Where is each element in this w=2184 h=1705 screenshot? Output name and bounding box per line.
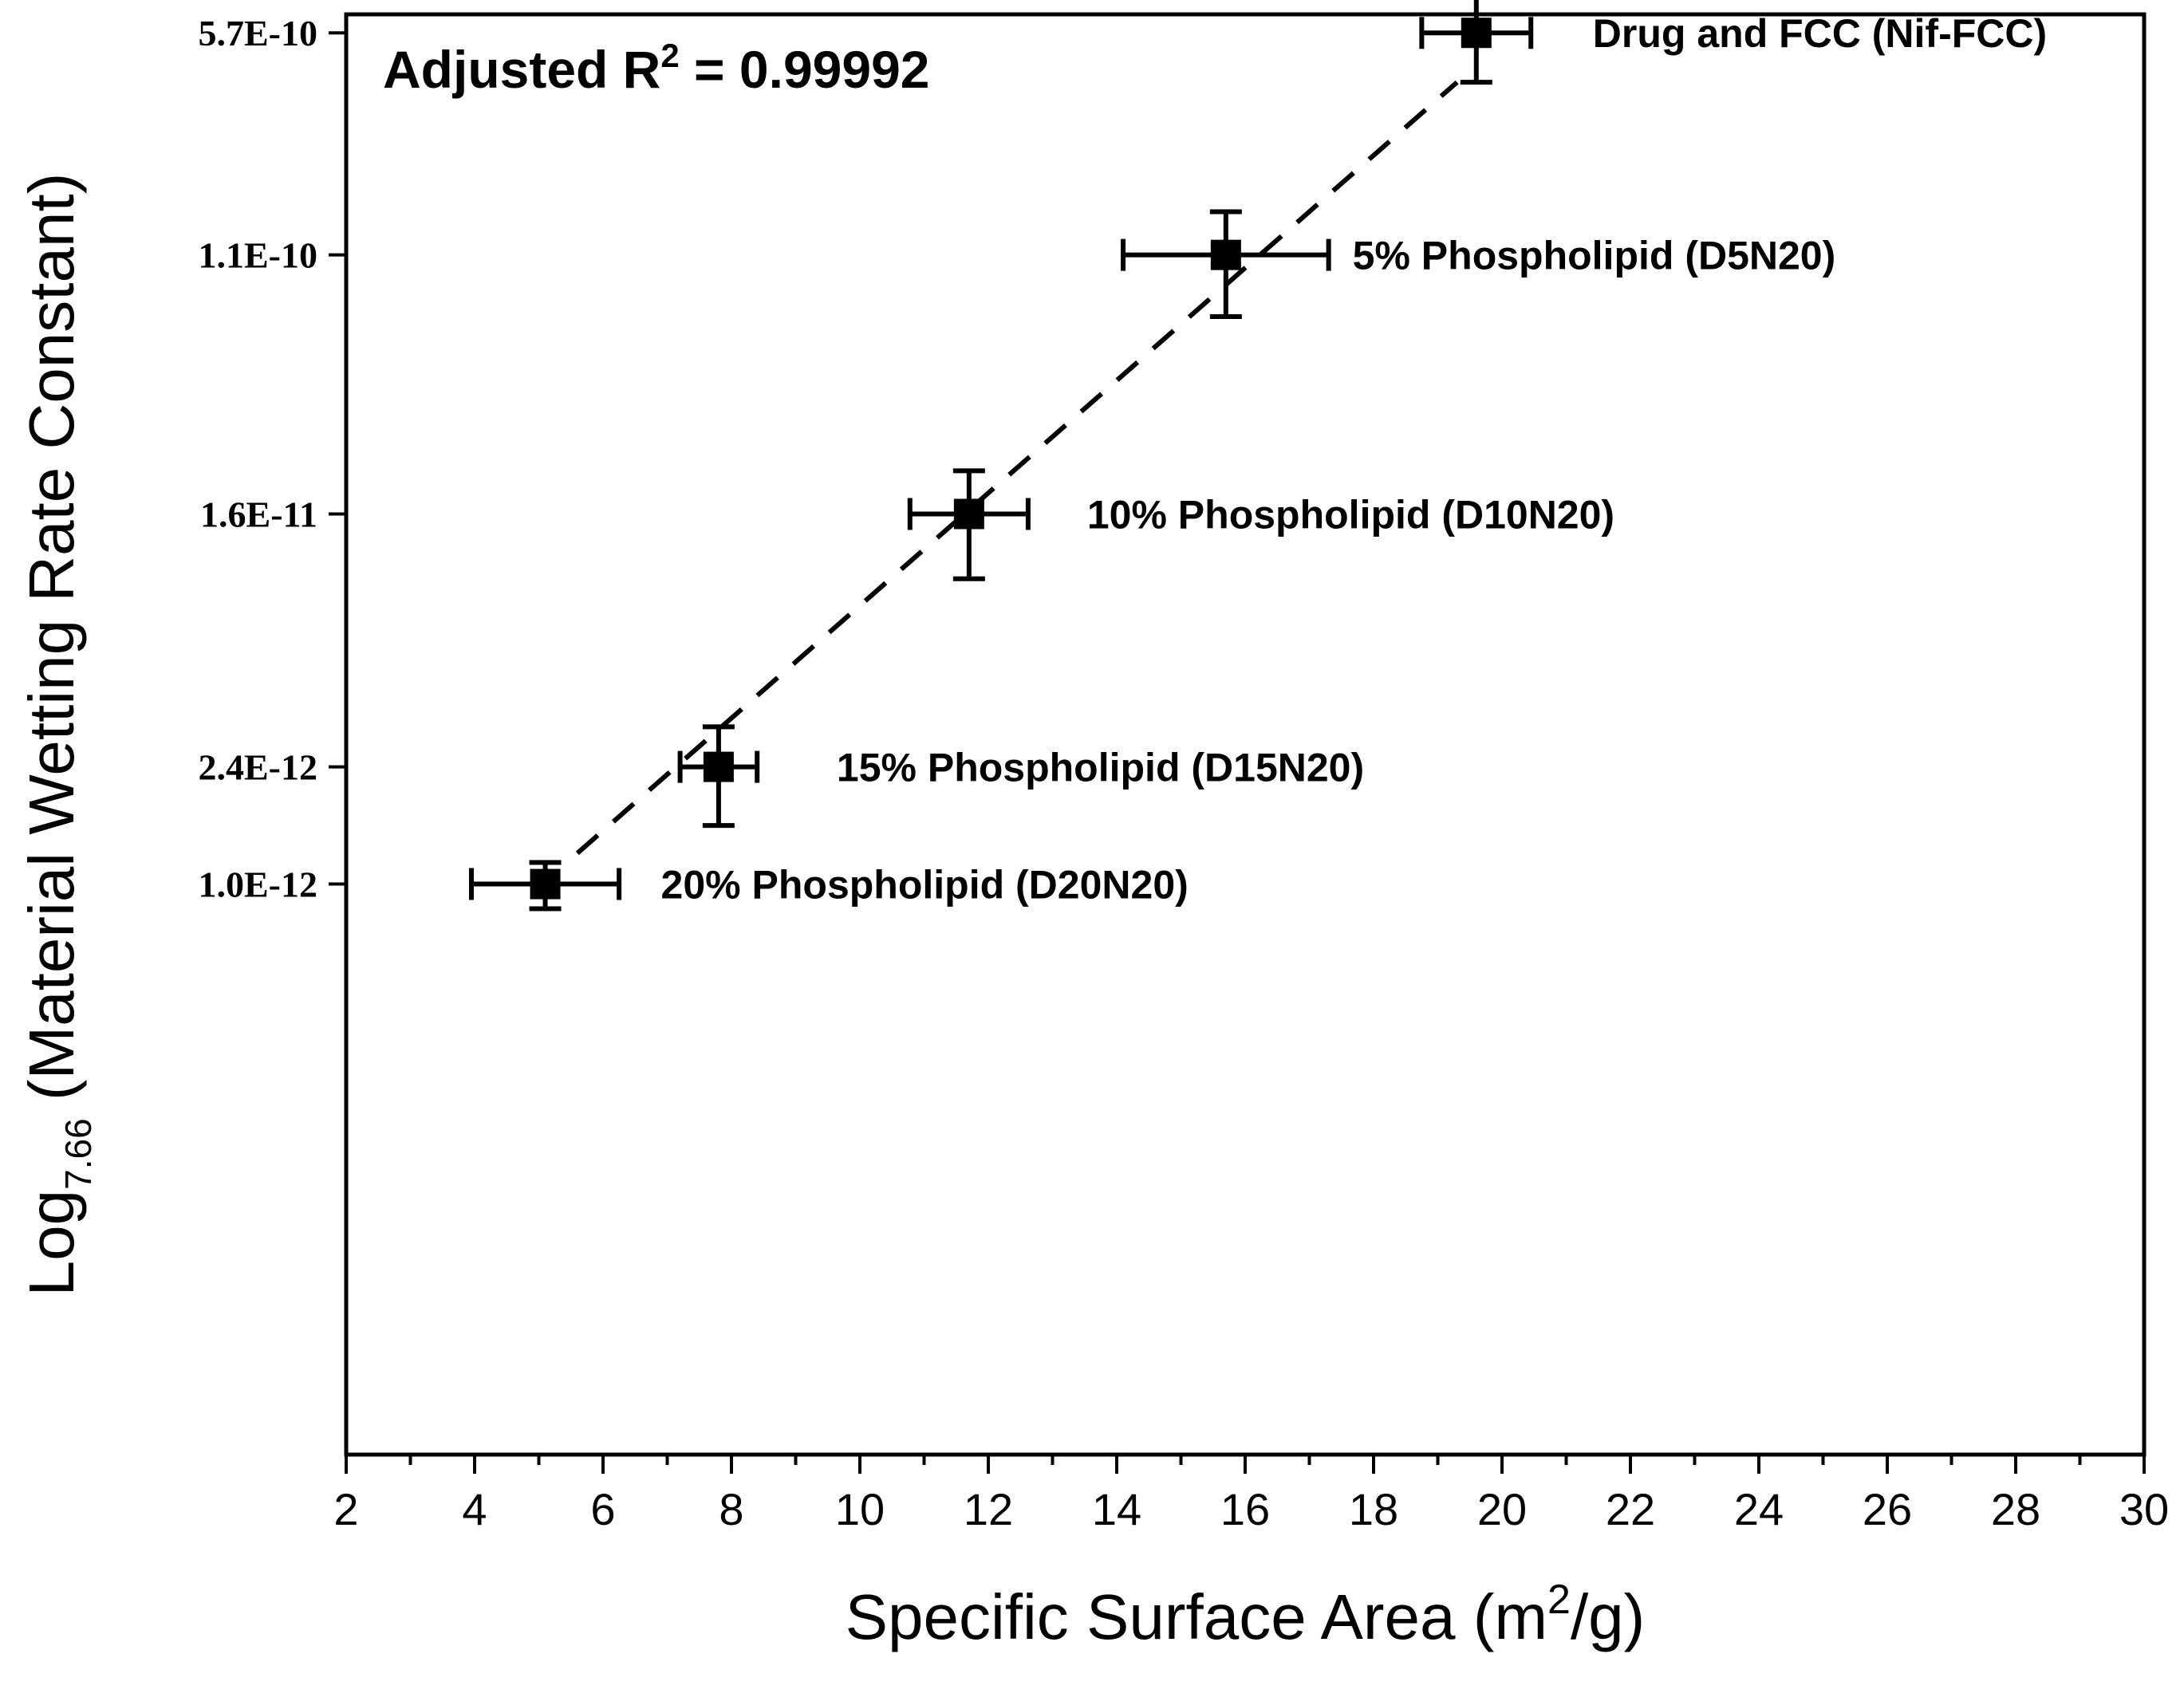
x-tick-label: 16	[1220, 1484, 1270, 1534]
data-point-label: Drug and FCC (Nif-FCC)	[1593, 11, 2047, 56]
r-squared-annotation: Adjusted R2 = 0.99992	[383, 37, 930, 99]
data-point-label: 5% Phospholipid (D5N20)	[1353, 234, 1836, 278]
data-point-group	[468, 860, 622, 912]
y-tick-label: 5.7E-10	[199, 13, 318, 53]
data-points-layer	[468, 0, 1534, 912]
x-tick-label: 12	[964, 1484, 1013, 1534]
data-point-label: 20% Phospholipid (D20N20)	[661, 863, 1189, 908]
x-tick-label: 28	[1991, 1484, 2040, 1534]
fit-line	[575, 80, 1459, 856]
data-point-group	[1121, 209, 1331, 319]
x-tick-label: 18	[1349, 1484, 1398, 1534]
x-axis: 2 4 6 8 10 12 14 16 18 20 22 24 26 28 30	[333, 1455, 2169, 1534]
plot-frame	[344, 12, 2147, 1457]
x-tick-label: 14	[1092, 1484, 1141, 1534]
y-tick-label: 2.4E-12	[199, 747, 318, 788]
y-tick-label: 1.0E-12	[199, 864, 318, 905]
y-axis-title: Log7.66 (Material Wetting Rate Constant)	[16, 173, 99, 1297]
y-tick-label: 1.6E-11	[200, 494, 317, 534]
data-point-marker	[1210, 239, 1241, 270]
x-tick-label: 30	[2119, 1484, 2169, 1534]
data-point-marker	[1461, 18, 1492, 49]
x-axis-title: Specific Surface Area (m2/g)	[846, 1577, 1646, 1652]
x-tick-label: 10	[835, 1484, 885, 1534]
x-tick-label: 4	[462, 1484, 487, 1534]
data-point-marker	[703, 751, 734, 782]
data-point-marker	[530, 868, 561, 900]
x-tick-label: 24	[1734, 1484, 1784, 1534]
data-point-label: 15% Phospholipid (D15N20)	[837, 746, 1364, 790]
data-point-group	[907, 468, 1031, 581]
data-point-label: 10% Phospholipid (D10N20)	[1087, 492, 1614, 537]
data-point-group	[677, 724, 760, 829]
point-labels-layer: 20% Phospholipid (D20N20) 15% Phospholipi…	[661, 11, 2048, 907]
data-point-marker	[953, 498, 984, 530]
x-tick-label: 8	[719, 1484, 743, 1534]
data-point-group	[1419, 0, 1534, 85]
y-tick-label: 1.1E-10	[199, 235, 318, 276]
x-tick-label: 2	[333, 1484, 358, 1534]
x-tick-label: 22	[1606, 1484, 1655, 1534]
x-tick-label: 6	[590, 1484, 615, 1534]
x-tick-label: 20	[1477, 1484, 1527, 1534]
fit-line-layer	[575, 80, 1459, 856]
y-axis: 1.0E-12 2.4E-12 1.6E-11 1.1E-10 5.7E-10	[199, 13, 346, 905]
x-tick-label: 26	[1863, 1484, 1912, 1534]
